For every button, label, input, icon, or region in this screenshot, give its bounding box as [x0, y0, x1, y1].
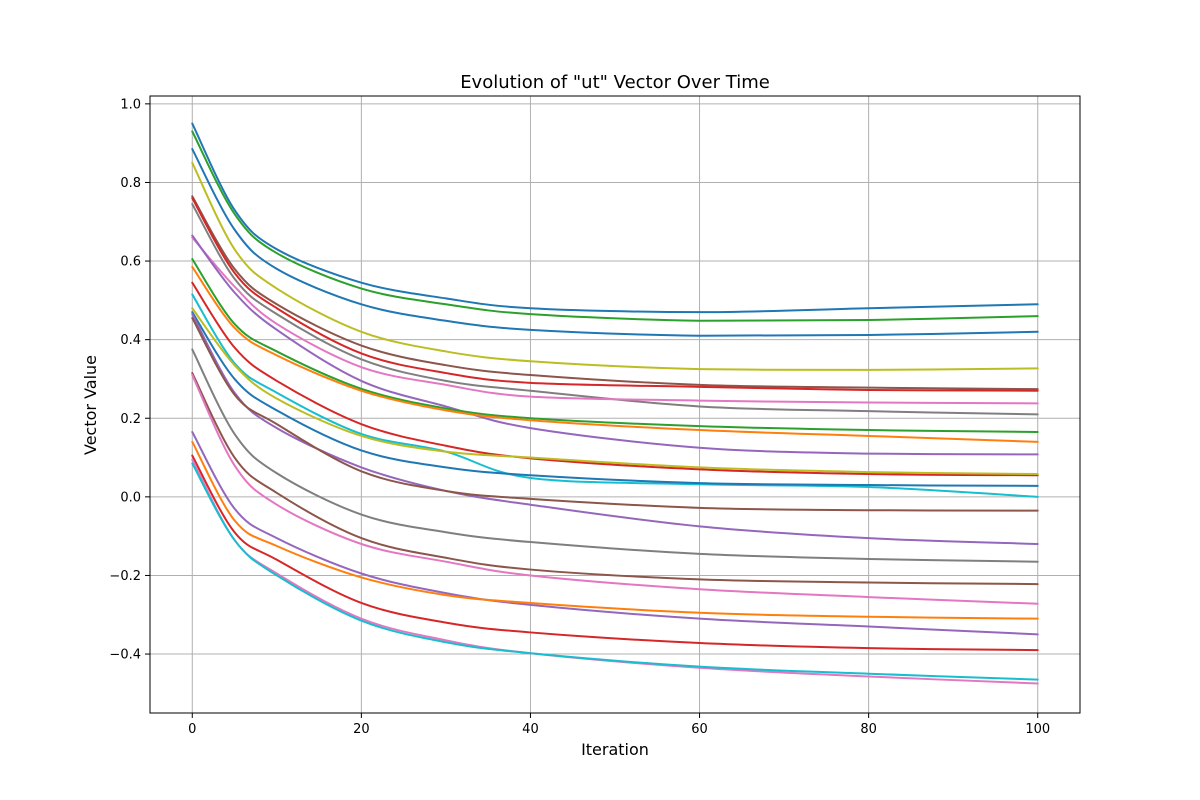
series-line-1 — [191, 122, 1039, 314]
series-line-7 — [191, 203, 1039, 416]
series-line-10 — [191, 258, 1039, 434]
y-axis-label: Vector Value — [81, 355, 100, 455]
series-line-15 — [191, 311, 1039, 487]
x-axis-label: Iteration — [581, 740, 649, 759]
plot-frame — [149, 95, 1081, 714]
y-tick-label: 0.2 — [120, 412, 141, 427]
series-line-16 — [191, 313, 1039, 546]
series-line-6 — [191, 197, 1039, 392]
series-line-11 — [191, 265, 1039, 443]
axis-ticks: 0 20 40 60 80 100 −0.4 −0.2 0.0 0.2 0.4 0.6 0.8 1.0 — [109, 97, 1050, 737]
series-line-3 — [191, 148, 1039, 337]
series-line-19 — [191, 372, 1039, 586]
series-line-20 — [191, 374, 1039, 605]
x-tick-label: 60 — [691, 722, 708, 737]
series-line-13 — [191, 293, 1039, 498]
series-line-12 — [191, 281, 1039, 477]
series-line-5 — [191, 195, 1039, 391]
series-line-22 — [191, 440, 1039, 620]
y-tick-label: −0.4 — [109, 648, 141, 663]
series-line-9 — [191, 234, 1039, 456]
series-line-14 — [191, 307, 1039, 476]
x-tick-label: 20 — [353, 722, 370, 737]
y-tick-label: 0.0 — [120, 490, 141, 505]
x-tick-label: 40 — [522, 722, 539, 737]
series-line-8 — [191, 236, 1039, 405]
y-tick-label: 0.4 — [120, 333, 141, 348]
series-lines — [191, 122, 1039, 685]
series-line-25 — [191, 462, 1039, 681]
x-tick-label: 80 — [860, 722, 877, 737]
chart-title: Evolution of "ut" Vector Over Time — [460, 72, 770, 93]
y-tick-label: 1.0 — [120, 97, 141, 112]
series-line-24 — [191, 458, 1039, 685]
y-tick-label: −0.2 — [109, 569, 141, 584]
series-line-17 — [191, 317, 1039, 512]
x-tick-label: 100 — [1025, 722, 1050, 737]
series-line-4 — [191, 161, 1039, 371]
y-tick-label: 0.6 — [120, 255, 141, 270]
x-tick-label: 0 — [188, 722, 196, 737]
y-tick-label: 0.8 — [120, 176, 141, 191]
series-line-2 — [191, 130, 1039, 322]
series-line-18 — [191, 348, 1039, 563]
series-line-23 — [191, 454, 1039, 652]
